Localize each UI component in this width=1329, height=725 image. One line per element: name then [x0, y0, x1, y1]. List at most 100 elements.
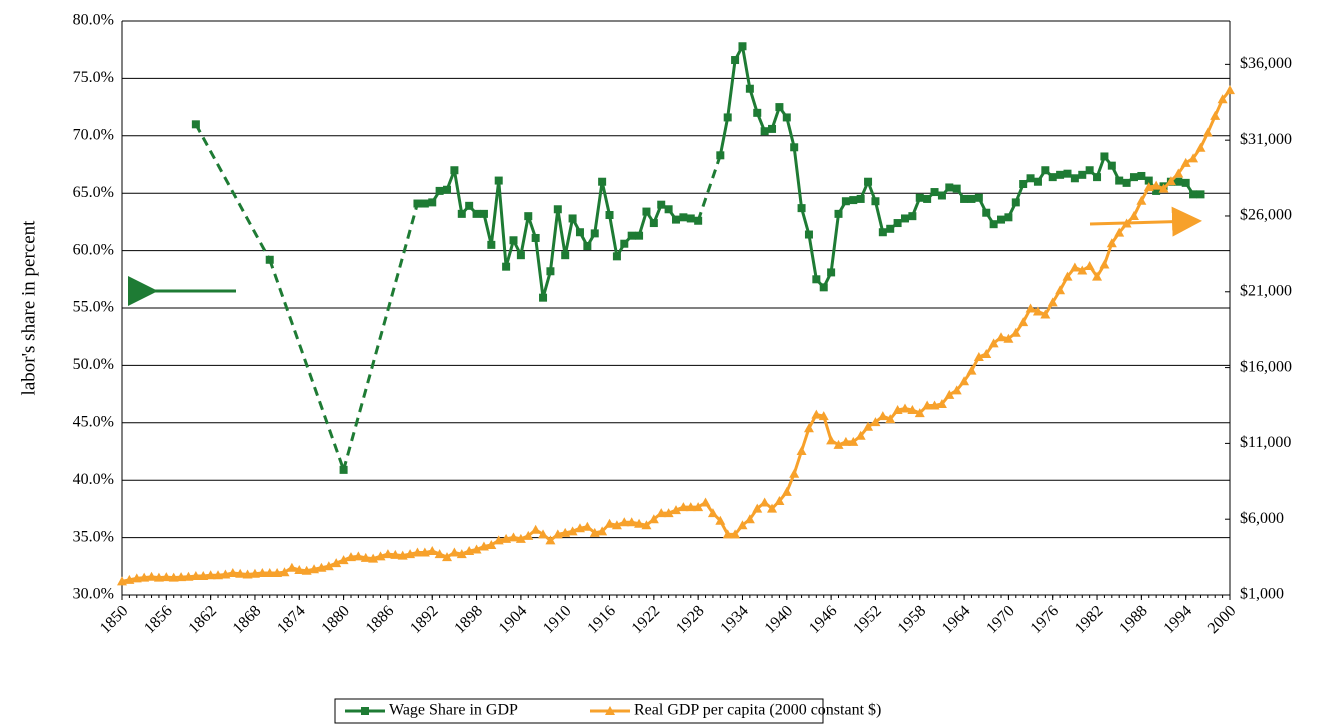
- data-point: [589, 527, 600, 537]
- data-point: [443, 185, 452, 194]
- data-point: [1144, 176, 1153, 185]
- data-point: [893, 219, 902, 228]
- data-point: [937, 191, 946, 200]
- data-point: [1099, 259, 1110, 269]
- x-tick-label: 1904: [496, 602, 531, 637]
- data-point: [249, 568, 260, 578]
- y-tick-label: 60.0%: [73, 241, 114, 258]
- data-point: [1077, 265, 1088, 275]
- y-tick-label: 50.0%: [73, 356, 114, 373]
- data-point: [574, 523, 585, 533]
- y2-tick-label: $6,000: [1240, 510, 1284, 527]
- data-point: [1173, 168, 1184, 178]
- data-point: [1011, 198, 1020, 207]
- data-point: [619, 517, 630, 527]
- data-point: [929, 400, 940, 410]
- data-point: [524, 212, 533, 221]
- data-point: [723, 113, 732, 122]
- data-point: [1093, 173, 1102, 182]
- data-point: [1063, 169, 1072, 178]
- data-point: [974, 193, 983, 202]
- data-point: [1078, 170, 1087, 179]
- data-point: [286, 562, 297, 572]
- gap-bridge: [194, 123, 272, 261]
- data-point: [959, 376, 970, 386]
- x-tick-label: 1958: [895, 602, 930, 637]
- x-tick-label: 1970: [983, 602, 1018, 637]
- data-point: [796, 445, 807, 455]
- x-tick-label: 1988: [1116, 602, 1151, 637]
- data-point: [841, 197, 850, 206]
- data-point: [996, 332, 1007, 342]
- data-point: [922, 400, 933, 410]
- data-point: [967, 194, 976, 203]
- data-point: [604, 518, 615, 528]
- data-point: [583, 242, 592, 251]
- data-point: [731, 56, 740, 65]
- data-point: [1136, 195, 1147, 205]
- data-point: [464, 546, 475, 556]
- data-point: [456, 549, 467, 559]
- y2-tick-label: $16,000: [1240, 358, 1292, 375]
- data-point: [1041, 166, 1050, 175]
- data-point: [885, 414, 896, 424]
- data-point: [176, 572, 187, 582]
- legend: Wage Share in GDP Real GDP per capita (20…: [345, 702, 881, 719]
- x-tick-label: 2000: [1205, 602, 1240, 637]
- data-point: [1040, 309, 1051, 319]
- x-tick-label: 1964: [939, 602, 974, 637]
- data-point: [1033, 177, 1042, 186]
- data-point: [923, 194, 932, 203]
- data-point: [567, 526, 578, 536]
- y-tick-label: 70.0%: [73, 126, 114, 143]
- data-point: [657, 200, 666, 209]
- data-point: [242, 569, 253, 579]
- data-point: [849, 196, 858, 205]
- data-point: [502, 262, 511, 271]
- data-point: [1165, 176, 1176, 186]
- data-point: [465, 201, 474, 210]
- data-point: [235, 568, 246, 578]
- data-point: [331, 558, 342, 568]
- data-point: [1003, 333, 1014, 343]
- data-point: [707, 508, 718, 518]
- data-point: [597, 526, 608, 536]
- data-point: [840, 436, 851, 446]
- x-tick-label: 1922: [629, 602, 664, 637]
- data-point: [774, 496, 785, 506]
- data-point: [509, 236, 518, 245]
- data-point: [1048, 173, 1057, 182]
- data-point: [782, 113, 791, 122]
- data-point: [634, 518, 645, 528]
- data-point: [183, 571, 194, 581]
- data-point: [635, 231, 644, 240]
- x-tick-label: 1886: [363, 602, 398, 637]
- data-point: [442, 552, 453, 562]
- data-point: [316, 562, 327, 572]
- data-point: [827, 268, 836, 277]
- y-tick-label: 45.0%: [73, 413, 114, 430]
- data-point: [1100, 152, 1109, 161]
- data-point: [501, 533, 512, 543]
- data-point: [515, 533, 526, 543]
- data-point: [450, 166, 459, 175]
- x-tick-label: 1874: [274, 602, 309, 637]
- data-point: [738, 42, 747, 51]
- data-point: [360, 552, 371, 562]
- data-point: [272, 568, 283, 578]
- data-point: [449, 547, 460, 557]
- data-point: [146, 571, 157, 581]
- data-point: [531, 233, 540, 242]
- y-tick-label: 30.0%: [73, 586, 114, 603]
- data-point: [1004, 213, 1013, 222]
- data-point: [412, 547, 423, 557]
- data-point: [220, 569, 231, 579]
- data-point: [663, 508, 674, 518]
- y-tick-label: 35.0%: [73, 528, 114, 545]
- data-point: [1210, 110, 1221, 120]
- data-point: [309, 564, 320, 574]
- data-point: [323, 561, 334, 571]
- x-tick-label: 1862: [185, 602, 220, 637]
- data-point: [671, 505, 681, 515]
